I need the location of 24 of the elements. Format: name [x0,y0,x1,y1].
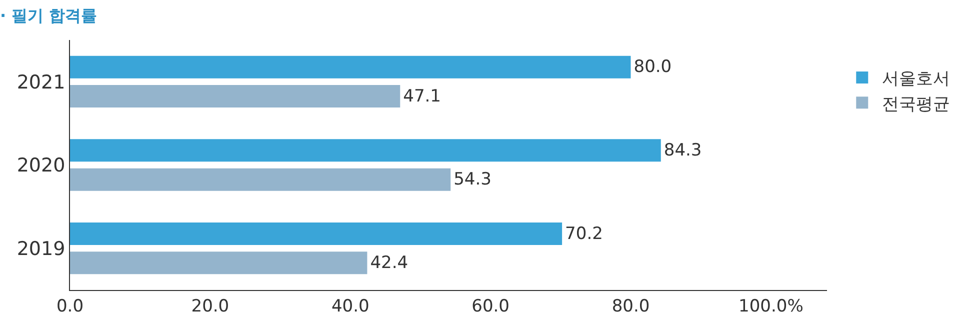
bar [70,168,451,191]
bar [70,85,400,108]
bar [70,56,631,78]
data-label: 84.3 [664,140,702,160]
x-tick-label: 60.0 [472,296,510,316]
x-tick-label: 0.0 [56,296,84,316]
x-tick-label: 20.0 [191,296,230,316]
y-tick-label: 2021 [16,71,66,94]
data-label: 42.4 [370,252,408,273]
legend-label: 서울호서 [882,69,950,90]
y-tick-label: 2020 [16,154,66,177]
y-tick-label: 2019 [16,238,66,260]
legend-label: 전국평균 [882,94,950,114]
data-label: 70.2 [565,224,603,244]
data-label: 54.3 [454,170,492,190]
x-tick-label: 40.0 [331,296,370,316]
data-label: 80.0 [634,57,672,78]
bar [70,222,562,245]
bar [70,252,368,274]
chart-title: · 필기 합격률 [0,6,98,25]
data-label: 47.1 [403,86,441,106]
bar [70,139,661,162]
x-tick-label: 80.0 [612,296,650,316]
x-tick-label: 100.0% [738,296,804,316]
